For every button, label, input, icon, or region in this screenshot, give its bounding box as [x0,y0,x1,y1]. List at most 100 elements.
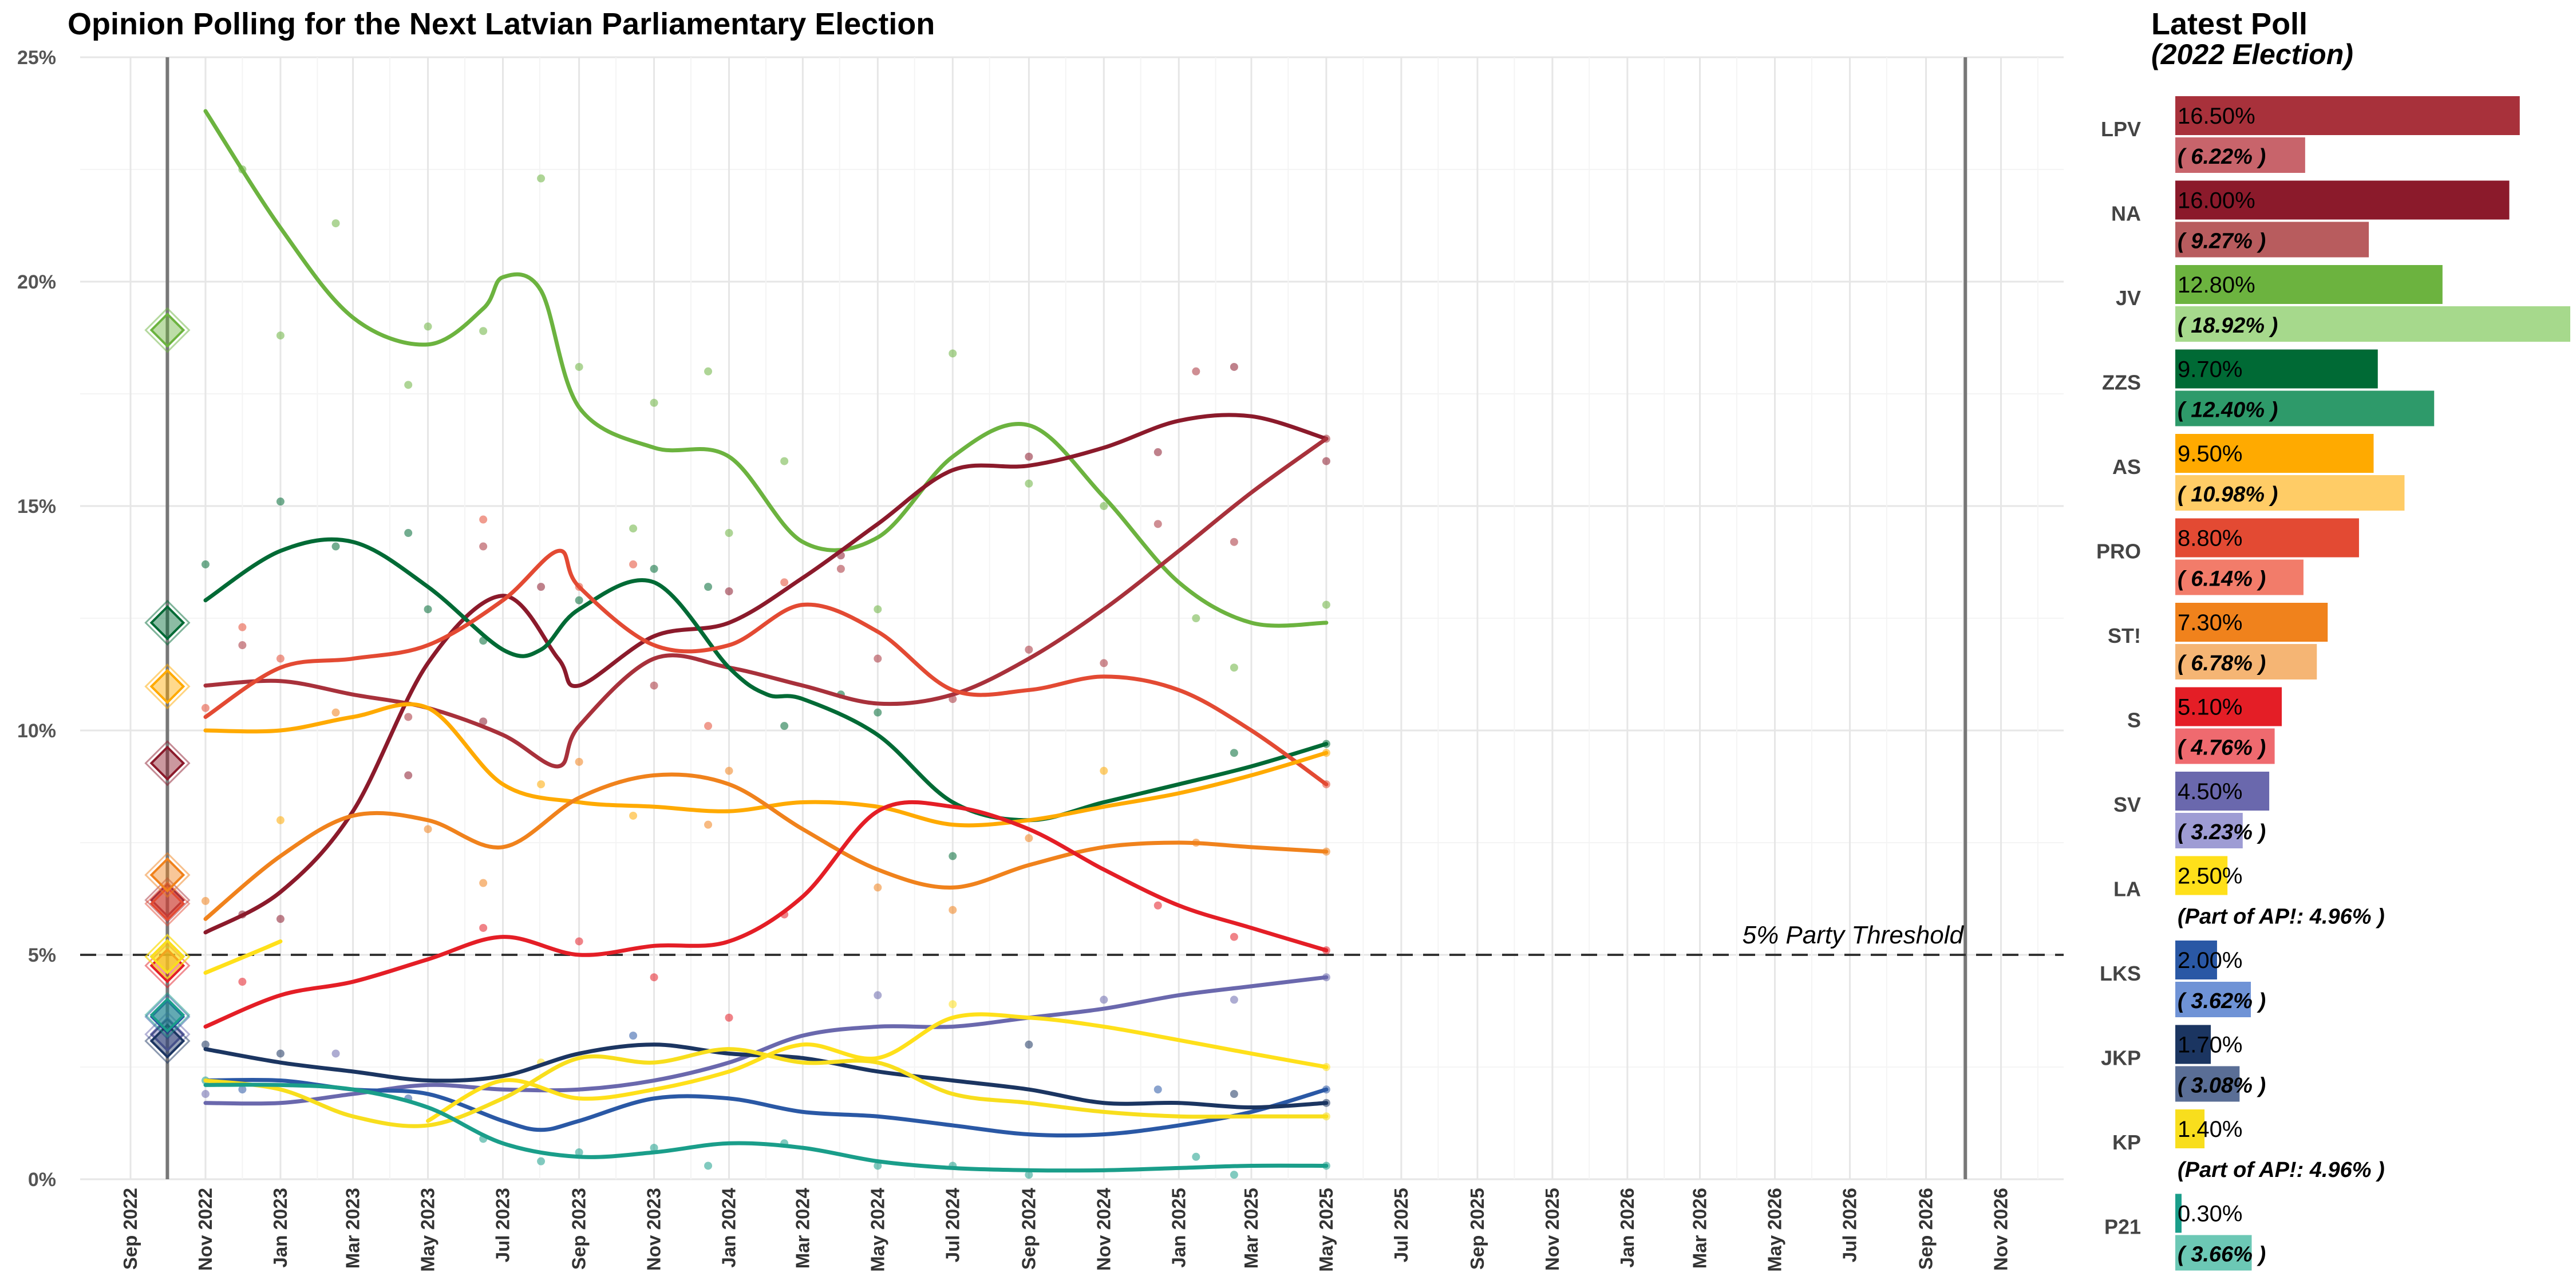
election-bar [2175,390,2435,426]
y-tick-label: 5% [28,945,56,966]
x-tick-label: Jan 2026 [1617,1188,1638,1267]
poll-point [1025,1171,1033,1179]
election-bar [2175,644,2317,679]
latest-poll-bar [2175,349,2378,389]
latest-poll-value: 2.50% [2178,864,2242,889]
poll-point [201,896,210,905]
poll-point [575,1148,583,1156]
election-value: ( 6.22% ) [2178,145,2266,169]
trend-line-zzs [203,537,1329,823]
election-value: ( 18.92% ) [2178,314,2278,338]
election-marker-na [149,745,185,781]
latest-poll-value: 7.30% [2178,610,2242,635]
poll-point [479,542,488,551]
trend-line-st- [203,772,1329,921]
poll-point [874,708,882,717]
party-label: ST! [2108,624,2141,647]
election-marker-jkp [149,1023,185,1059]
poll-point [238,641,247,650]
election-marker-lpv [149,882,185,918]
poll-point [201,704,210,712]
election-marker-outline [144,307,191,353]
latest-poll-bar [2175,1025,2211,1064]
poll-point [1322,457,1330,465]
election-marker-kp [149,939,185,974]
poll-point [629,1032,638,1040]
poll-point [874,991,882,999]
x-tick-label: Nov 2024 [1093,1187,1114,1271]
poll-point [629,560,638,568]
poll-point [1153,520,1162,528]
election-value: (Part of AP!: 4.96% ) [2178,905,2385,929]
poll-point [780,578,789,587]
poll-point [725,767,733,775]
poll-point [575,596,583,605]
election-marker-outline [144,852,191,898]
trend-line-as-trend2 [426,1012,1329,1123]
poll-point [874,1161,882,1170]
party-label: P21 [2104,1215,2141,1239]
poll-point [479,879,488,887]
x-tick-label: Nov 2023 [643,1188,665,1271]
trend-line-as [203,702,1329,828]
election-bar [2175,982,2251,1017]
poll-point [1100,502,1108,510]
poll-point [629,524,638,533]
x-tick-label: Nov 2022 [195,1188,216,1271]
election-marker-outline [144,877,191,923]
poll-point [704,820,713,829]
election-marker-st- [149,857,185,893]
poll-point [650,398,658,407]
election-value: ( 3.23% ) [2178,820,2266,844]
latest-poll-bar [2175,603,2328,642]
poll-point [1025,834,1033,843]
poll-point [629,811,638,820]
poll-point [650,681,658,690]
poll-point [1100,659,1108,667]
poll-point [836,564,845,573]
poll-point [780,722,789,730]
poll-point [1192,614,1200,622]
poll-point [404,529,413,538]
poll-point [331,708,340,717]
latest-poll-value: 16.50% [2178,104,2255,129]
y-tick-label: 0% [28,1169,56,1191]
poll-point [874,883,882,892]
poll-point [704,367,713,376]
x-tick-label: Sep 2024 [1018,1187,1039,1270]
poll-point [1100,767,1108,775]
election-bar [2175,475,2405,511]
poll-point [874,654,882,663]
election-bar [2175,222,2369,258]
latest-poll-bar [2175,180,2510,220]
party-label: LKS [2100,962,2141,985]
x-tick-label: May 2023 [417,1188,438,1272]
election-marker-pro [149,886,185,922]
latest-poll-panel: Latest Poll (2022 Election) LPV 16.50% ( 6… [2096,7,2570,1271]
poll-point [1153,448,1162,456]
election-value: ( 9.27% ) [2178,230,2266,254]
x-tick-label: May 2024 [867,1187,888,1271]
poll-point [404,713,413,721]
poll-point [331,542,340,551]
election-bar [2175,728,2275,764]
party-label: JV [2116,286,2141,310]
election-marker-outline [144,880,191,927]
latest-poll-value: 16.00% [2178,188,2255,214]
poll-point [704,583,713,591]
poll-point [1192,367,1200,376]
election-marker-jv [149,312,185,348]
latest-poll-title: Latest Poll [2151,7,2308,41]
latest-poll-bar [2175,518,2359,558]
poll-point [1230,1090,1238,1099]
latest-poll-value: 2.00% [2178,948,2242,973]
poll-point [479,327,488,335]
party-label: NA [2111,202,2141,226]
trend-line-p21 [203,1082,1329,1173]
poll-point [479,923,488,932]
poll-point [201,1090,210,1099]
election-value: ( 10.98% ) [2178,483,2278,507]
election-marker-outline [144,740,191,787]
x-tick-label: Jan 2025 [1168,1188,1189,1267]
